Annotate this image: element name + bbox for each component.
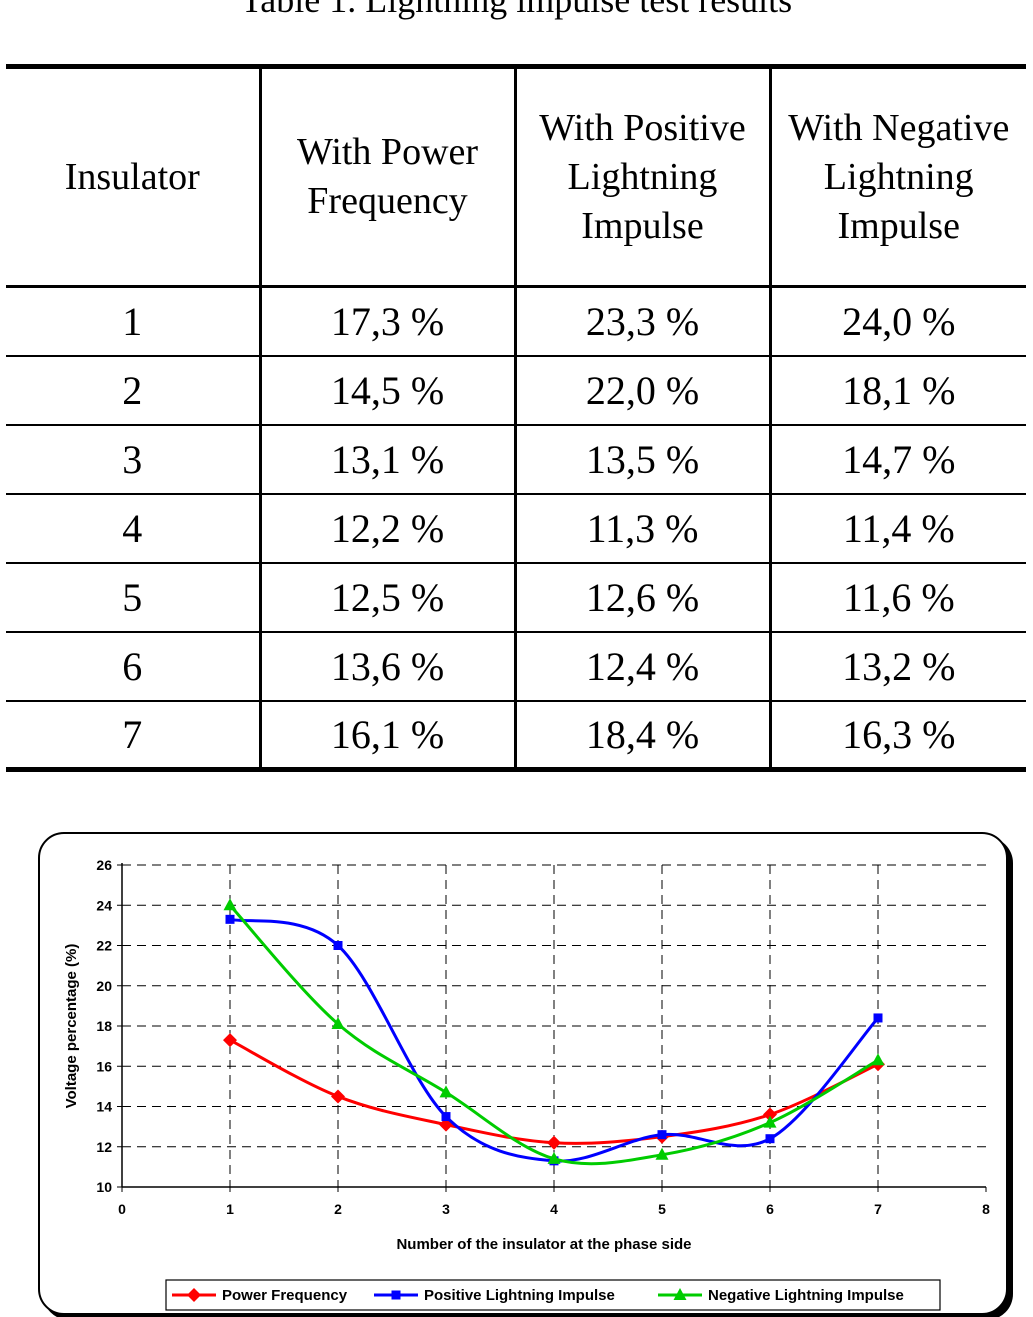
results-table: Insulator With Power Frequency With Posi… — [6, 64, 1026, 772]
legend-entry-2: Positive Lightning Impulse — [424, 1287, 615, 1304]
series-3-point — [871, 1053, 885, 1066]
series-2-point — [225, 914, 235, 924]
legend-entry-3: Negative Lightning Impulse — [708, 1287, 904, 1304]
legend-box — [165, 1279, 941, 1311]
cell-positive-impulse: 11,3 % — [513, 493, 770, 564]
table-row: 4 12,2 % 11,3 % 11,4 % — [6, 493, 1026, 564]
series-3-point — [763, 1115, 777, 1128]
series-3-point — [331, 1016, 345, 1029]
table-header-row: Insulator With Power Frequency With Posi… — [6, 64, 1026, 288]
x-tick-label: 1 — [226, 1201, 234, 1217]
cell-power-frequency: 17,3 % — [258, 286, 515, 357]
series-3-point — [223, 898, 237, 911]
cell-positive-impulse: 13,5 % — [513, 424, 770, 495]
table-row: 7 16,1 % 18,4 % 16,3 % — [6, 700, 1026, 772]
y-tick-label: 24 — [96, 897, 112, 913]
cell-positive-impulse: 18,4 % — [513, 700, 770, 772]
cell-negative-impulse: 11,4 % — [768, 493, 1026, 564]
x-tick-label: 7 — [874, 1201, 882, 1217]
y-tick-label: 18 — [96, 1018, 112, 1034]
cell-insulator: 7 — [6, 700, 260, 772]
series-3-point — [547, 1151, 561, 1164]
legend-swatch-marker-2 — [391, 1290, 401, 1300]
cell-negative-impulse: 16,3 % — [768, 700, 1026, 772]
cell-insulator: 6 — [6, 631, 260, 702]
cell-positive-impulse: 22,0 % — [513, 355, 770, 426]
cell-positive-impulse: 12,6 % — [513, 562, 770, 633]
table-row: 6 13,6 % 12,4 % 13,2 % — [6, 631, 1026, 702]
y-tick-label: 12 — [96, 1139, 112, 1155]
cell-insulator: 4 — [6, 493, 260, 564]
cell-positive-impulse: 23,3 % — [513, 286, 770, 357]
series-2-point — [765, 1134, 775, 1144]
table-row: 1 17,3 % 23,3 % 24,0 % — [6, 286, 1026, 357]
cell-power-frequency: 12,5 % — [258, 562, 515, 633]
x-tick-label: 8 — [982, 1201, 990, 1217]
cell-negative-impulse: 13,2 % — [768, 631, 1026, 702]
cell-insulator: 1 — [6, 286, 260, 357]
x-tick-label: 4 — [550, 1201, 558, 1217]
series-1-point — [547, 1135, 561, 1150]
series-2-point — [657, 1130, 667, 1140]
cell-power-frequency: 14,5 % — [258, 355, 515, 426]
cell-power-frequency: 12,2 % — [258, 493, 515, 564]
series-1-point — [223, 1033, 237, 1048]
y-tick-label: 20 — [96, 978, 112, 994]
cell-insulator: 3 — [6, 424, 260, 495]
series-2-point — [333, 941, 343, 950]
x-tick-label: 5 — [658, 1201, 666, 1217]
cell-negative-impulse: 18,1 % — [768, 355, 1026, 426]
table-row: 3 13,1 % 13,5 % 14,7 % — [6, 424, 1026, 495]
table-row: 2 14,5 % 22,0 % 18,1 % — [6, 355, 1026, 426]
legend-entry-1: Power Frequency — [222, 1287, 348, 1304]
legend-swatch-marker-3 — [673, 1288, 687, 1300]
series-3-point — [439, 1085, 453, 1098]
x-tick-label: 6 — [766, 1201, 774, 1217]
series-2-point — [873, 1013, 883, 1023]
series-1-point — [763, 1107, 777, 1122]
series-3-point — [655, 1147, 669, 1160]
cell-insulator: 5 — [6, 562, 260, 633]
header-negative-impulse: With Negative Lightning Impulse — [768, 64, 1026, 288]
header-power-frequency: With Power Frequency — [258, 64, 515, 288]
legend-swatch-marker-1 — [187, 1288, 201, 1302]
x-tick-label: 3 — [442, 1201, 450, 1217]
y-tick-label: 14 — [96, 1099, 112, 1115]
cell-negative-impulse: 14,7 % — [768, 424, 1026, 495]
cell-negative-impulse: 11,6 % — [768, 562, 1026, 633]
series-2-point — [441, 1112, 451, 1122]
chart-frame: 10 12 14 16 18 20 22 24 26 0 1 2 3 4 5 6 7 8 Number of the… — [38, 832, 1008, 1315]
y-tick-label: 22 — [96, 938, 112, 954]
x-axis-label: Number of the insulator at the phase sid… — [396, 1236, 691, 1253]
series-1-point — [331, 1089, 345, 1104]
cell-negative-impulse: 24,0 % — [768, 286, 1026, 357]
table-row: 5 12,5 % 12,6 % 11,6 % — [6, 562, 1026, 633]
header-positive-impulse: With Positive Lightning Impulse — [513, 64, 770, 288]
cell-power-frequency: 13,6 % — [258, 631, 515, 702]
y-axis-label: Voltage percentage (%) — [63, 944, 80, 1109]
cell-positive-impulse: 12,4 % — [513, 631, 770, 702]
y-tick-label: 26 — [96, 857, 112, 873]
header-insulator: Insulator — [6, 64, 260, 288]
y-tick-label: 10 — [96, 1179, 112, 1195]
cell-insulator: 2 — [6, 355, 260, 426]
table-caption: Table 1. Lightning impulse test results — [240, 0, 793, 20]
y-tick-label: 16 — [96, 1058, 112, 1074]
x-tick-label: 0 — [118, 1201, 126, 1217]
cell-power-frequency: 16,1 % — [258, 700, 515, 772]
x-tick-label: 2 — [334, 1201, 342, 1217]
cell-power-frequency: 13,1 % — [258, 424, 515, 495]
